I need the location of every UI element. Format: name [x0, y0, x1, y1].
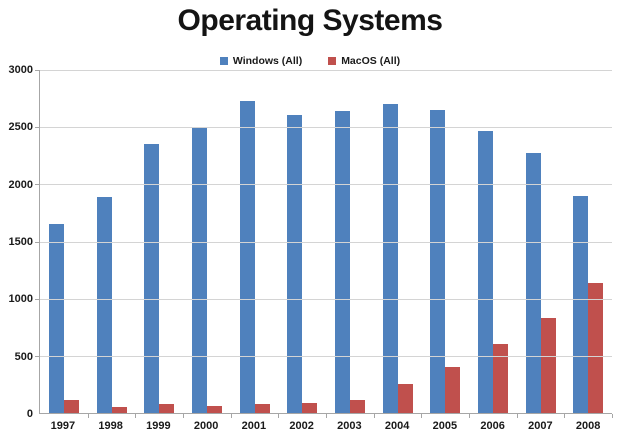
gridline-2000 [40, 184, 612, 186]
bar-windows-all-2003 [334, 111, 350, 413]
bar-windows-all-2006 [477, 130, 493, 413]
bar-windows-all-2007 [525, 153, 541, 413]
bar-group-1999 [135, 70, 183, 413]
bar-group-2001 [231, 70, 279, 413]
y-tick-500 [35, 355, 40, 357]
y-tick-3000 [35, 70, 40, 71]
bars-layer [40, 70, 612, 413]
x-tick [373, 414, 375, 418]
gridline-1000 [40, 298, 612, 300]
legend-swatch-icon [219, 57, 228, 65]
x-tick-label-2005: 2005 [432, 420, 458, 432]
x-tick [421, 414, 423, 418]
x-tick-label-2002: 2002 [289, 420, 314, 432]
bar-macos-all-2000 [206, 405, 222, 413]
x-tick-label-2004: 2004 [384, 420, 410, 432]
bar-macos-all-2002 [302, 402, 318, 413]
x-tick [135, 414, 137, 418]
bar-windows-all-2000 [191, 127, 207, 413]
legend-swatch-icon [328, 57, 337, 65]
y-tick-label: 3000 [8, 64, 33, 76]
bar-macos-all-2004 [397, 384, 413, 413]
y-tick-label: 1500 [8, 236, 33, 248]
x-tick [516, 414, 518, 418]
y-tick-2000 [35, 184, 40, 186]
y-tick-2500 [35, 127, 40, 129]
bar-group-2002 [278, 70, 326, 413]
bar-group-2008 [564, 70, 612, 413]
gridline-3000 [40, 70, 612, 71]
bar-macos-all-1999 [159, 403, 175, 413]
y-tick-label: 0 [26, 408, 33, 420]
x-tick-label-1998: 1998 [98, 420, 123, 432]
bar-windows-all-1998 [96, 196, 112, 413]
legend-item-macos-all: MacOS (All) [328, 55, 400, 67]
bar-windows-all-1997 [48, 224, 64, 413]
bar-windows-all-2001 [239, 100, 255, 413]
bar-group-2003 [326, 70, 374, 413]
x-tick-label-2007: 2007 [528, 420, 553, 432]
x-tick-label-2006: 2006 [480, 420, 505, 432]
y-tick-label: 2500 [8, 121, 33, 134]
x-axis-labels: 1997 1998 1999 2000 2001 2002 2003 2004 2005 2006… [39, 420, 612, 432]
bar-macos-all-1997 [63, 400, 79, 413]
bar-macos-all-1998 [111, 406, 127, 413]
x-tick [469, 414, 470, 418]
gridline-2500 [40, 127, 612, 129]
bar-windows-all-2004 [382, 104, 398, 413]
x-tick [612, 414, 613, 418]
bar-group-2004 [374, 70, 422, 413]
y-tick-label: 2000 [8, 178, 33, 191]
x-tick-label-2008: 2008 [575, 420, 601, 432]
bar-group-1998 [88, 70, 136, 413]
x-tick-label-1997: 1997 [50, 420, 76, 432]
legend-item-windows-all: Windows (All) [219, 55, 303, 67]
bar-group-2006 [469, 70, 517, 413]
bar-macos-all-2003 [349, 400, 365, 413]
x-tick [564, 414, 566, 418]
plot-area [35, 70, 613, 418]
legend-label: MacOS (All) [341, 55, 401, 67]
x-tick [230, 414, 232, 418]
bar-macos-all-2006 [492, 344, 508, 413]
x-tick [326, 414, 327, 418]
bar-macos-all-2008 [588, 282, 604, 413]
bar-group-2007 [517, 70, 565, 413]
x-tick [87, 414, 89, 418]
x-tick [278, 414, 280, 418]
x-tick-label-1999: 1999 [146, 420, 171, 432]
bar-group-1997 [40, 70, 88, 413]
y-tick-1500 [35, 241, 40, 243]
legend-label: Windows (All) [232, 55, 303, 67]
gridline-500 [40, 355, 612, 357]
y-tick-1000 [35, 298, 40, 300]
bar-group-2005 [421, 70, 469, 413]
gridline-1500 [40, 241, 612, 243]
bar-macos-all-2005 [445, 367, 461, 413]
y-axis-labels: 0 500 1000 1500 2000 2500 3000 [0, 64, 33, 420]
bar-macos-all-2001 [254, 404, 270, 413]
y-tick-label: 1000 [8, 293, 33, 306]
y-tick-label: 500 [14, 350, 33, 363]
bar-group-2000 [183, 70, 231, 413]
chart-title: Operating Systems [177, 4, 443, 37]
bar-macos-all-2007 [540, 318, 556, 413]
bar-windows-all-2008 [573, 195, 589, 413]
x-tick [183, 414, 184, 418]
x-tick-label-2000: 2000 [193, 420, 219, 432]
x-tick-label-2003: 2003 [337, 420, 362, 432]
x-tick-label-2001: 2001 [241, 420, 267, 432]
bar-windows-all-1999 [144, 144, 160, 413]
bar-windows-all-2002 [287, 114, 303, 413]
bar-windows-all-2005 [430, 110, 446, 413]
chart-legend: Windows (All) MacOS (All) [0, 55, 620, 67]
